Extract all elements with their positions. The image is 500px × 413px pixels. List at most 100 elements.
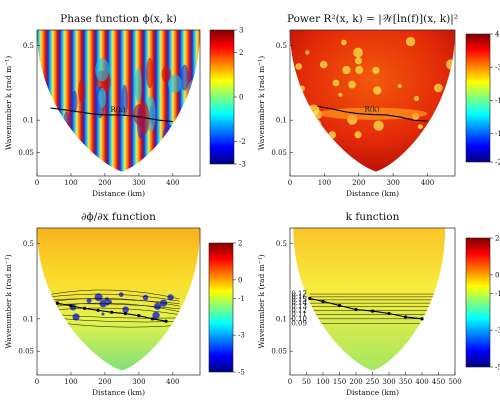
y-tick-label: 0.05: [271, 149, 287, 157]
colorbar-tick-label: -1: [238, 295, 245, 303]
y-tick-label: 0.1: [276, 117, 287, 125]
axes-frame: [36, 227, 201, 376]
ridge-point: [387, 311, 391, 316]
contour-blob: [122, 306, 129, 313]
x-axis-label: Distance (km): [346, 189, 399, 198]
colorbar-tick-label: -3: [239, 161, 246, 169]
colorbar-tick-label: -23: [495, 159, 500, 167]
phase-feature: [71, 90, 78, 113]
ridge-point: [82, 306, 87, 310]
colorbar-tick-label: -17: [495, 130, 500, 138]
x-tick-label: 300: [132, 179, 145, 187]
contour-blob: [194, 308, 199, 313]
x-tick-label: 50: [302, 378, 311, 386]
chart-title: Phase function ϕ(x, k): [60, 13, 177, 25]
phase-feature: [162, 124, 176, 157]
contour-blob: [45, 294, 53, 302]
ridge-point: [321, 299, 325, 304]
ridge-label: R(k): [111, 106, 126, 114]
power-peak: [342, 65, 351, 75]
panel-1: R(k) 0 100 200 300 400 0.05 0.1 0.5 Phase functio…: [4, 13, 246, 198]
contour-blob: [167, 294, 174, 301]
y-tick-label: 0.05: [18, 149, 34, 157]
phase-feature: [146, 57, 154, 89]
power-peak: [355, 65, 364, 75]
colorbar-tick-label: 0: [495, 271, 499, 279]
phase-feature: [77, 79, 86, 103]
x-tick-label: 200: [98, 179, 111, 187]
phase-feature: [187, 79, 199, 104]
x-tick-label: 400: [166, 378, 179, 386]
contour-level-label: 0.14: [291, 299, 307, 307]
phase-feature: [138, 102, 150, 135]
y-axis-label: Wavenumber k (rad m⁻¹): [257, 254, 266, 348]
contour-line: [47, 293, 180, 302]
x-tick-label: 400: [421, 179, 434, 187]
x-tick-label: 300: [132, 378, 145, 386]
x-tick-label: 200: [352, 179, 365, 187]
power-peak: [294, 98, 306, 110]
y-axis-label: Wavenumber k (rad m⁻¹): [4, 56, 13, 150]
power-peak: [309, 118, 322, 131]
contour-blob: [86, 298, 92, 304]
contour-level-label: 0.17: [291, 290, 307, 298]
phase-feature: [38, 125, 49, 159]
ridge-point: [110, 310, 114, 314]
x-tick-label: 200: [349, 378, 362, 386]
y-tick-label: 0.1: [23, 117, 34, 125]
y-tick-label: 0.05: [271, 348, 287, 356]
colorbar: [209, 29, 235, 165]
ridge-point: [96, 308, 100, 312]
heatmap-region: [293, 228, 446, 371]
colorbar-tick-label: -2: [239, 138, 246, 146]
x-tick-label: 150: [333, 378, 346, 386]
x-tick-label: 300: [386, 179, 399, 187]
power-peak: [328, 131, 337, 139]
ridge-point: [354, 307, 358, 312]
power-peak: [413, 95, 420, 102]
colorbar-tick-label: -5: [238, 369, 245, 377]
y-axis-label: Wavenumber k (rad m⁻¹): [257, 56, 266, 150]
ridge-point: [69, 304, 73, 308]
ridge-label: R(k): [365, 106, 380, 114]
x-axis-label: Distance (km): [92, 189, 145, 198]
contour-blob: [153, 302, 162, 310]
ridge-point: [308, 296, 312, 300]
contour-line: [47, 302, 180, 312]
power-peak: [348, 80, 356, 89]
power-peak: [354, 57, 363, 65]
ridge-point: [403, 315, 408, 319]
x-tick-label: 0: [35, 179, 39, 187]
x-axis-label: Distance (km): [92, 388, 145, 397]
phase-feature: [134, 67, 142, 103]
contour-blob: [94, 293, 103, 302]
contour-blob: [193, 306, 200, 313]
ridge-line: [309, 297, 423, 320]
ridge-point: [137, 314, 141, 318]
phase-feature: [168, 74, 182, 93]
power-peak: [418, 135, 425, 143]
power-peak: [373, 86, 382, 95]
ridge-point: [420, 317, 424, 321]
x-tick-label: 350: [399, 378, 412, 386]
contour-blob: [101, 312, 105, 316]
colorbar-tick-label: -3: [238, 332, 245, 340]
y-axis-label: Wavenumber k (rad m⁻¹): [4, 254, 13, 348]
heatmap-region: [290, 30, 455, 172]
panel-4: 0.170.160.150.140.130.120.110.100.090 50 1…: [257, 211, 500, 397]
phase-feature: [37, 128, 48, 161]
colorbar-tick-label: -10: [495, 97, 500, 105]
ridge-point: [164, 319, 168, 323]
phase-feature: [180, 64, 190, 91]
x-tick-label: 200: [98, 378, 111, 386]
contour-blob: [179, 307, 187, 315]
contour-level-label: 0.15: [291, 296, 307, 304]
chart-title: Power R²(x, k) = |𝒲[ln(f)](x, k)|²: [287, 13, 458, 26]
colorbar-tick-label: -5: [495, 364, 500, 372]
x-tick-label: 400: [166, 179, 179, 187]
power-peak: [353, 47, 363, 58]
power-peak: [445, 59, 455, 70]
power-peak: [372, 66, 380, 75]
x-tick-label: 100: [64, 378, 77, 386]
colorbar-tick-label: 0: [239, 94, 243, 102]
